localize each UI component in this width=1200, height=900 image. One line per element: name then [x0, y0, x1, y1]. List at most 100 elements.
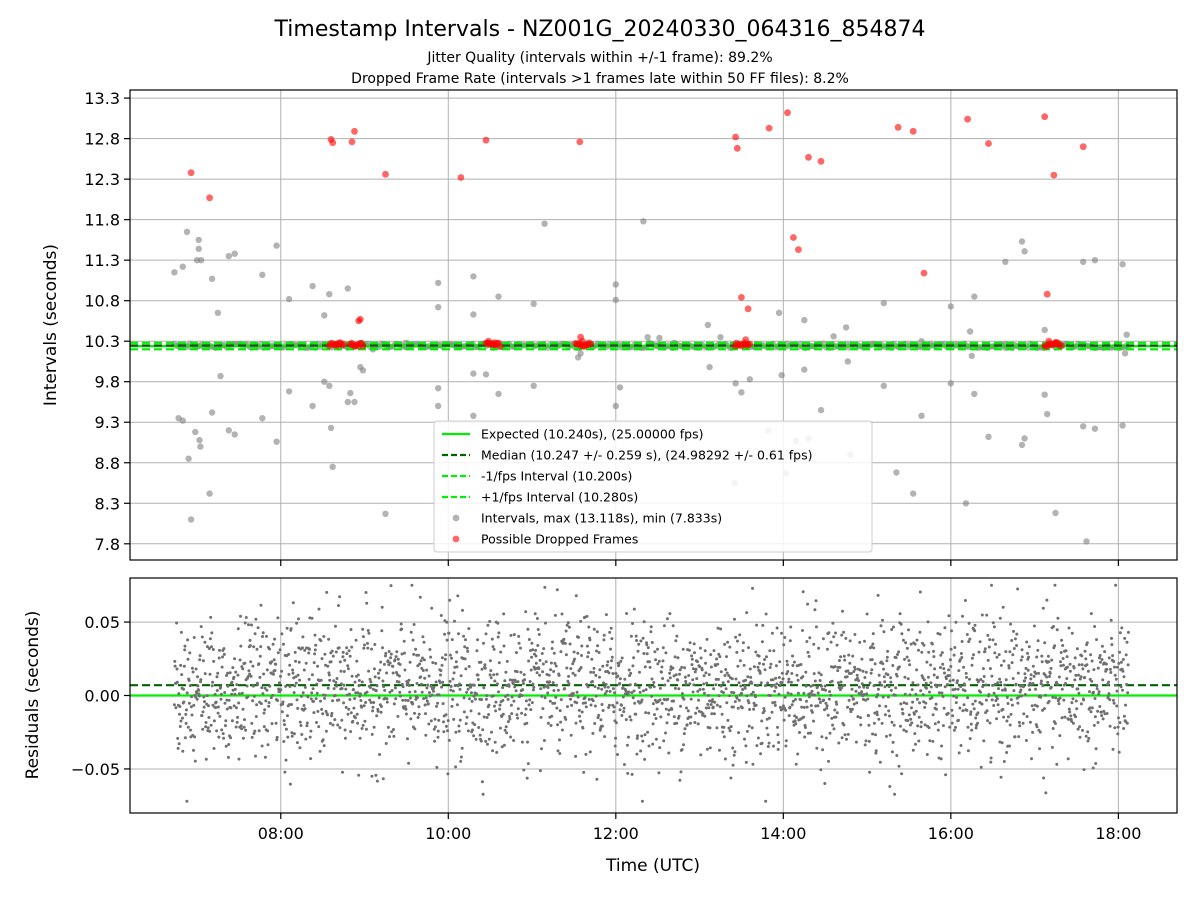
residual-point [1009, 712, 1013, 716]
residual-point [451, 677, 455, 681]
residual-point [541, 662, 545, 666]
residual-point [649, 685, 652, 689]
interval-point [309, 282, 316, 290]
residual-point [1096, 666, 1100, 670]
residual-point [472, 683, 476, 687]
residual-point [1074, 673, 1078, 677]
residual-point [422, 658, 426, 662]
residual-point [292, 691, 296, 695]
residual-point [688, 682, 692, 686]
residual-point [762, 662, 765, 666]
residual-point [1059, 664, 1063, 668]
residual-point [454, 730, 458, 734]
residual-point [1042, 707, 1046, 711]
residual-point [502, 644, 506, 648]
residual-point [1061, 644, 1065, 647]
residual-point [357, 773, 361, 777]
interval-point [717, 334, 724, 341]
residual-point [470, 699, 474, 703]
residual-point [600, 687, 604, 691]
interval-point [616, 384, 624, 391]
residual-point [505, 731, 509, 735]
residual-point [828, 731, 832, 735]
residual-point [407, 684, 411, 687]
residual-point [456, 594, 460, 598]
residual-point [304, 661, 308, 665]
residual-point [220, 728, 224, 732]
residual-point [235, 720, 239, 724]
residual-point [252, 694, 256, 698]
interval-point [321, 378, 328, 385]
residual-point [207, 704, 210, 708]
interval-point [344, 285, 351, 292]
residual-point [702, 682, 706, 686]
residual-point [248, 672, 252, 676]
residual-point [197, 688, 201, 692]
residual-point [571, 671, 575, 675]
dropped-frame-point [894, 123, 902, 131]
residual-point [833, 708, 837, 712]
residual-point [988, 667, 992, 671]
interval-point [225, 252, 232, 260]
residual-point [396, 714, 400, 718]
residual-point [1090, 659, 1094, 663]
residual-point [690, 657, 694, 661]
residual-point [902, 728, 906, 732]
interval-point [778, 372, 785, 379]
residual-point [476, 638, 480, 642]
residual-point [298, 720, 302, 724]
residual-point [905, 702, 909, 706]
residual-point [1066, 757, 1070, 761]
residual-point [629, 718, 633, 722]
residual-point [887, 685, 891, 689]
residual-point [923, 723, 927, 727]
residual-point [670, 707, 674, 711]
residual-point [275, 738, 279, 742]
residual-point [919, 720, 923, 724]
residual-point [291, 668, 295, 672]
residual-point [238, 658, 242, 662]
residual-point [814, 625, 818, 629]
residual-point [332, 679, 336, 683]
residual-point [882, 667, 886, 671]
residual-point [860, 682, 864, 686]
residual-point [334, 680, 338, 684]
residual-point [601, 664, 605, 668]
residual-point [748, 667, 752, 671]
residual-point [489, 676, 493, 680]
residual-point [360, 727, 364, 730]
interval-point [285, 388, 293, 395]
residual-point [538, 658, 542, 662]
residual-point [819, 673, 823, 677]
residual-point [243, 621, 247, 625]
residual-point [412, 623, 416, 626]
residual-point [678, 672, 681, 676]
residual-point [308, 616, 312, 620]
residual-point [244, 616, 248, 619]
dropped-frame-point [485, 337, 492, 345]
residual-point [294, 681, 298, 685]
residual-point [284, 684, 288, 688]
dropped-frame-point [795, 246, 802, 254]
residual-point [241, 736, 245, 740]
residual-point [620, 714, 624, 717]
residual-point [667, 708, 671, 712]
residual-point [491, 694, 495, 698]
residual-point [1019, 684, 1022, 688]
residual-point [551, 640, 554, 644]
dropped-frame-point [805, 153, 812, 161]
residual-point [326, 713, 329, 717]
residual-point [1100, 644, 1104, 648]
residual-point [509, 703, 513, 707]
interval-point [344, 398, 351, 406]
residual-point [691, 690, 695, 694]
residual-point [866, 697, 870, 701]
residual-point [1005, 719, 1009, 723]
residual-point [1121, 688, 1124, 692]
residual-point [455, 703, 459, 707]
residual-point [585, 644, 589, 648]
residual-point [737, 698, 741, 702]
residual-point [751, 690, 755, 694]
residual-point [559, 720, 563, 724]
residual-point [736, 664, 740, 668]
